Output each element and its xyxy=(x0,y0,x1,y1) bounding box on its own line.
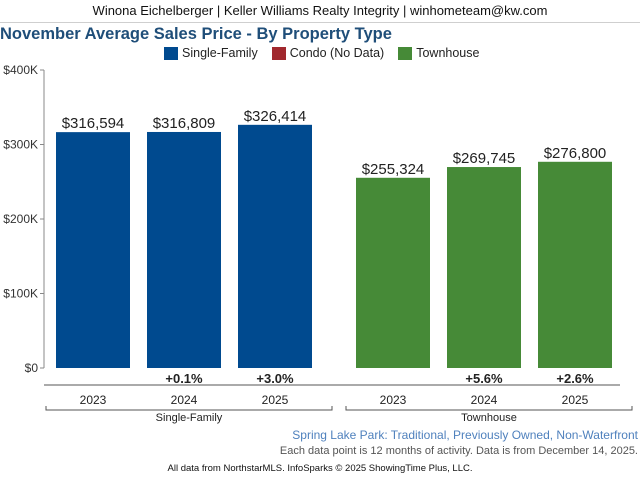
data-label: $326,414 xyxy=(244,108,307,125)
chart-legend: Single-Family Condo (No Data) Townhouse xyxy=(164,46,479,60)
y-tick-label: $400K xyxy=(3,63,38,77)
x-tick-label: 2024 xyxy=(171,393,198,407)
group-label: Townhouse xyxy=(461,412,517,424)
legend-swatch-townhouse xyxy=(398,46,413,60)
legend-item-condo[interactable]: Condo (No Data) xyxy=(271,46,385,60)
x-tick-label: 2023 xyxy=(80,393,107,407)
data-note: Each data point is 12 months of activity… xyxy=(279,445,638,457)
legend-item-townhouse[interactable]: Townhouse xyxy=(398,46,479,60)
y-tick-label: $100K xyxy=(3,287,38,301)
change-label: +3.0% xyxy=(256,371,294,386)
legend-label-single-family: Single-Family xyxy=(182,46,258,60)
bar-townhouse-2024 xyxy=(447,167,521,368)
contact-header: Winona Eichelberger | Keller Williams Re… xyxy=(0,0,640,23)
x-tick-label: 2024 xyxy=(471,393,498,407)
y-tick-label: $200K xyxy=(3,212,38,226)
legend-label-condo: Condo (No Data) xyxy=(289,46,385,60)
data-label: $316,594 xyxy=(62,115,125,132)
chart-subtitle: Spring Lake Park: Traditional, Previousl… xyxy=(292,428,638,442)
chart-title: November Average Sales Price - By Proper… xyxy=(0,25,392,43)
group-label: Single-Family xyxy=(156,412,223,424)
data-label: $316,809 xyxy=(153,115,216,132)
legend-swatch-condo xyxy=(271,46,286,60)
x-tick-label: 2023 xyxy=(380,393,407,407)
change-label: +5.6% xyxy=(465,371,503,386)
change-label: +0.1% xyxy=(165,371,203,386)
data-source: All data from NorthstarMLS. InfoSparks ©… xyxy=(167,463,473,474)
x-tick-label: 2025 xyxy=(262,393,289,407)
legend-swatch-single-family xyxy=(164,46,178,60)
bar-townhouse-2023 xyxy=(356,177,430,368)
data-label: $269,745 xyxy=(453,150,516,167)
data-label: $276,800 xyxy=(544,145,607,162)
group-bracket xyxy=(345,406,633,411)
y-tick-label: $300K xyxy=(3,138,38,152)
data-label: $255,324 xyxy=(362,161,425,178)
bar-chart: $0 $100K $200K $300K $400K $316,594 2023 $316,8… xyxy=(3,63,633,424)
legend-label-townhouse: Townhouse xyxy=(416,46,480,60)
bar-single-family-2025 xyxy=(238,124,312,369)
bar-single-family-2024 xyxy=(147,131,221,368)
change-label: +2.6% xyxy=(556,371,594,386)
y-tick-label: $0 xyxy=(25,361,39,375)
bar-townhouse-2025 xyxy=(538,161,612,368)
x-tick-label: 2025 xyxy=(562,393,589,407)
bar-single-family-2023 xyxy=(56,132,130,368)
legend-item-single-family[interactable]: Single-Family xyxy=(164,46,258,60)
group-bracket xyxy=(45,406,333,411)
